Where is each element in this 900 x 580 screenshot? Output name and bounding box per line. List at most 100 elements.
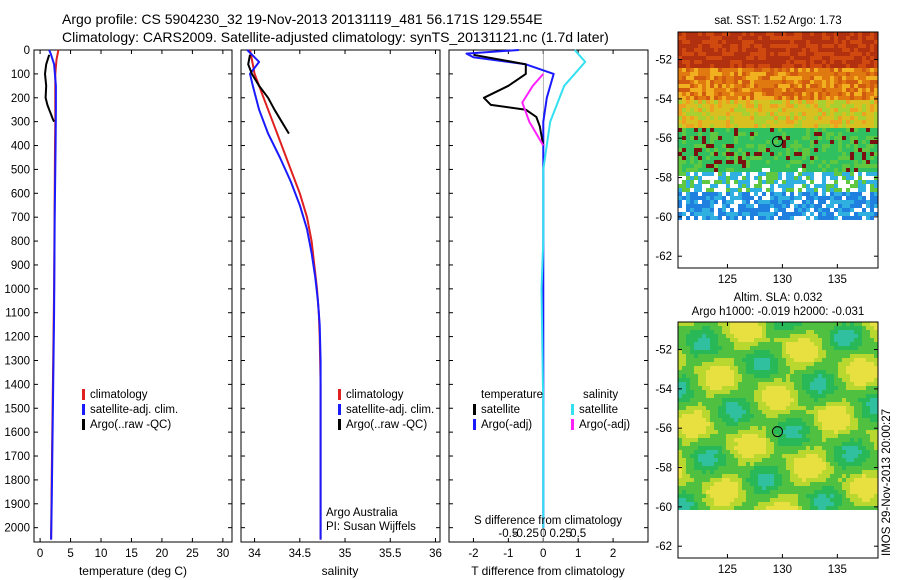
heatmap-cell: [726, 184, 730, 188]
heatmap-cell: [850, 172, 854, 176]
heatmap-cell: [682, 144, 686, 148]
heatmap-cell: [702, 200, 706, 204]
heatmap-cell: [806, 40, 810, 44]
heatmap-cell: [866, 192, 870, 196]
heatmap-cell: [690, 132, 694, 136]
heatmap-cell: [810, 204, 814, 208]
heatmap-cell: [770, 172, 774, 176]
heatmap-cell: [814, 498, 818, 502]
heatmap-cell: [702, 422, 706, 426]
heatmap-cell: [774, 462, 778, 466]
heatmap-cell: [802, 370, 806, 374]
heatmap-cell: [858, 438, 862, 442]
heatmap-cell: [738, 156, 742, 160]
heatmap-cell: [874, 390, 878, 394]
heatmap-cell: [694, 390, 698, 394]
heatmap-cell: [834, 96, 838, 100]
heatmap-cell: [718, 40, 722, 44]
heatmap-cell: [746, 192, 750, 196]
heatmap-cell: [754, 192, 758, 196]
heatmap-cell: [754, 346, 758, 350]
heatmap-cell: [802, 450, 806, 454]
heatmap-cell: [778, 68, 782, 72]
heatmap-cell: [734, 148, 738, 152]
heatmap-cell: [730, 100, 734, 104]
heatmap-cell: [714, 426, 718, 430]
heatmap-cell: [726, 132, 730, 136]
heatmap-cell: [862, 72, 866, 76]
heatmap-cell: [798, 330, 802, 334]
heatmap-cell: [754, 406, 758, 410]
heatmap-cell: [870, 322, 874, 326]
heatmap-cell: [802, 88, 806, 92]
heatmap-cell: [694, 36, 698, 40]
heatmap-cell: [790, 390, 794, 394]
heatmap-cell: [810, 148, 814, 152]
heatmap-cell: [794, 402, 798, 406]
heatmap-cell: [850, 474, 854, 478]
heatmap-cell: [754, 502, 758, 506]
heatmap-cell: [866, 494, 870, 498]
heatmap-cell: [726, 84, 730, 88]
heatmap-cell: [766, 32, 770, 36]
legend-label: satellite: [481, 404, 520, 416]
heatmap-cell: [694, 136, 698, 140]
heatmap-cell: [678, 76, 682, 80]
heatmap-cell: [854, 438, 858, 442]
heatmap-cell: [678, 334, 682, 338]
heatmap-cell: [778, 200, 782, 204]
heatmap-cell: [822, 172, 826, 176]
heatmap-cell: [766, 490, 770, 494]
heatmap-cell: [822, 84, 826, 88]
heatmap-cell: [826, 334, 830, 338]
heatmap-cell: [706, 478, 710, 482]
heatmap-cell: [782, 136, 786, 140]
heatmap-cell: [758, 386, 762, 390]
heatmap-cell: [730, 390, 734, 394]
heatmap-cell: [854, 462, 858, 466]
heatmap-cell: [718, 112, 722, 116]
heatmap-cell: [782, 410, 786, 414]
heatmap-cell: [714, 148, 718, 152]
heatmap-cell: [862, 168, 866, 172]
heatmap-cell: [722, 346, 726, 350]
heatmap-cell: [698, 478, 702, 482]
heatmap-cell: [726, 462, 730, 466]
heatmap-cell: [726, 454, 730, 458]
heatmap-cell: [842, 366, 846, 370]
heatmap-cell: [786, 56, 790, 60]
heatmap-cell: [858, 76, 862, 80]
heatmap-cell: [842, 502, 846, 506]
heatmap-cell: [770, 454, 774, 458]
heatmap-cell: [826, 112, 830, 116]
heatmap-cell: [842, 168, 846, 172]
heatmap-cell: [750, 36, 754, 40]
heatmap-cell: [822, 160, 826, 164]
heatmap-cell: [790, 454, 794, 458]
heatmap-cell: [726, 100, 730, 104]
heatmap-cell: [694, 498, 698, 502]
heatmap-cell: [726, 350, 730, 354]
heatmap-cell: [810, 156, 814, 160]
heatmap-cell: [794, 326, 798, 330]
x-tick-label: 34.5: [289, 548, 311, 560]
heatmap-cell: [874, 498, 878, 502]
heatmap-cell: [866, 216, 870, 220]
heatmap-cell: [762, 346, 766, 350]
heatmap-cell: [782, 44, 786, 48]
heatmap-cell: [746, 84, 750, 88]
heatmap-cell: [822, 184, 826, 188]
heatmap-cell: [802, 434, 806, 438]
heatmap-cell: [678, 184, 682, 188]
heatmap-cell: [778, 362, 782, 366]
series-line-1: [246, 49, 322, 540]
heatmap-cell: [698, 350, 702, 354]
heatmap-cell: [698, 354, 702, 358]
heatmap-cell: [814, 442, 818, 446]
heatmap-cell: [806, 88, 810, 92]
heatmap-cell: [738, 350, 742, 354]
heatmap-cell: [802, 64, 806, 68]
heatmap-cell: [754, 176, 758, 180]
heatmap-cell: [802, 346, 806, 350]
heatmap-cell: [850, 430, 854, 434]
